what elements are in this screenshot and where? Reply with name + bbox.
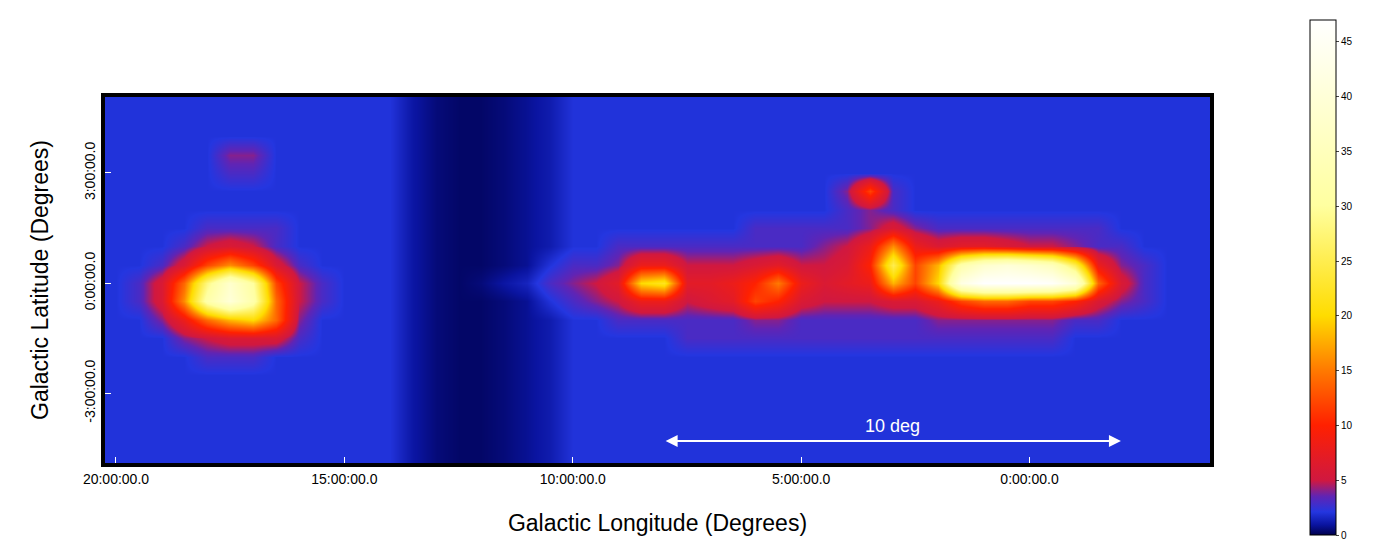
svg-text:20: 20 — [1341, 310, 1353, 321]
svg-text:Galactic Latitude (Degrees): Galactic Latitude (Degrees) — [27, 140, 53, 420]
svg-text:5:00:00.0: 5:00:00.0 — [772, 471, 831, 487]
svg-text:10: 10 — [1341, 420, 1353, 431]
svg-text:5: 5 — [1341, 475, 1347, 486]
svg-text:10:00:00.0: 10:00:00.0 — [540, 471, 606, 487]
svg-text:10 deg: 10 deg — [865, 416, 920, 436]
svg-text:-3:00:00.0: -3:00:00.0 — [82, 359, 98, 422]
svg-text:0:00:00.0: 0:00:00.0 — [1000, 471, 1059, 487]
svg-text:45: 45 — [1341, 36, 1353, 47]
svg-text:3:00:00.0: 3:00:00.0 — [82, 141, 98, 200]
svg-text:25: 25 — [1341, 256, 1353, 267]
svg-text:0: 0 — [1341, 530, 1347, 541]
svg-text:30: 30 — [1341, 201, 1353, 212]
svg-text:35: 35 — [1341, 146, 1353, 157]
svg-text:40: 40 — [1341, 91, 1353, 102]
svg-text:20:00:00.0: 20:00:00.0 — [83, 471, 149, 487]
svg-text:Galactic Longitude (Degrees): Galactic Longitude (Degrees) — [508, 510, 807, 536]
svg-text:0:00:00.0: 0:00:00.0 — [82, 252, 98, 311]
svg-text:15:00:00.0: 15:00:00.0 — [311, 471, 377, 487]
svg-text:15: 15 — [1341, 365, 1353, 376]
